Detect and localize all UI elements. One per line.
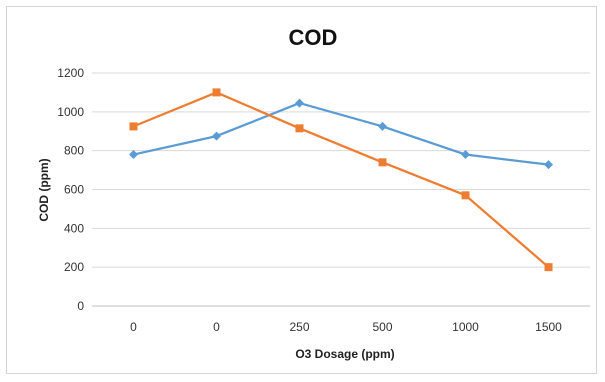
- x-tick-label: 0: [130, 320, 137, 334]
- series-2-line: [133, 91, 550, 269]
- y-tick-label: 200: [64, 260, 84, 274]
- series-1-marker: [129, 150, 138, 160]
- series-2-marker: [378, 158, 387, 167]
- y-axis-ticks: 0 200 400 600 800 1000 1200: [57, 66, 84, 313]
- chart-title: COD: [289, 25, 338, 50]
- gridlines: [92, 72, 590, 307]
- series-1-marker: [544, 160, 553, 170]
- y-tick-label: 1200: [57, 66, 84, 80]
- series-1-line: [133, 101, 549, 166]
- series-2-marker: [129, 122, 138, 131]
- y-tick-label: 1000: [57, 105, 84, 119]
- x-tick-label: 0: [213, 320, 220, 334]
- x-tick-label: 1500: [535, 320, 562, 334]
- series-2-marker: [461, 191, 470, 200]
- x-axis-ticks: 0 0 250 500 1000 1500: [130, 320, 562, 334]
- series-2-marker: [295, 124, 304, 133]
- x-tick-label: 250: [289, 320, 309, 334]
- x-tick-label: 1000: [452, 320, 479, 334]
- x-tick-label: 500: [372, 320, 392, 334]
- x-axis-label: O3 Dosage (ppm): [295, 347, 394, 361]
- series-2-marker: [544, 263, 553, 272]
- series-1-marker: [295, 98, 304, 108]
- series-layer: [129, 88, 553, 272]
- series-1-marker: [461, 150, 470, 160]
- y-tick-label: 400: [64, 221, 84, 235]
- y-tick-label: 800: [64, 144, 84, 158]
- y-axis-label: COD (ppm): [37, 158, 51, 221]
- y-tick-label: 600: [64, 183, 84, 197]
- series-1-marker: [212, 131, 221, 141]
- y-tick-label: 0: [77, 299, 84, 313]
- series-1-marker: [378, 121, 387, 131]
- series-2-marker: [212, 88, 221, 97]
